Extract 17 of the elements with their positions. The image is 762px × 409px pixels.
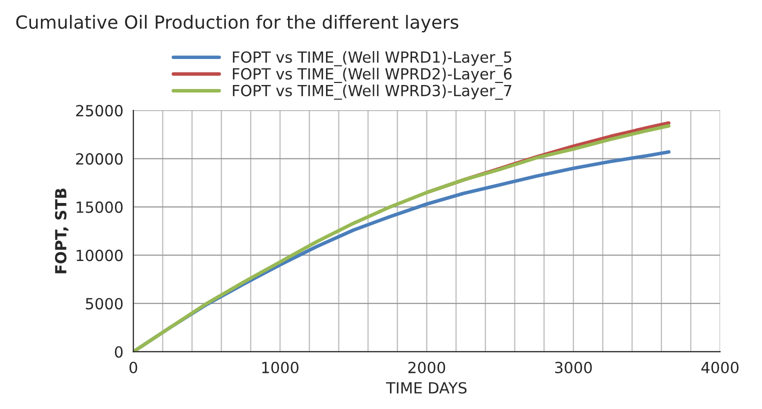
y-tick-label: 25000 <box>76 104 123 116</box>
legend-label: FOPT vs TIME_(Well WPRD3)-Layer_7 <box>232 84 512 100</box>
y-tick-label: 10000 <box>76 250 123 262</box>
x-tick-label: 0 <box>129 362 138 374</box>
y-tick-label: 5000 <box>86 298 123 310</box>
x-axis-title: TIME DAYS <box>386 382 467 394</box>
x-tick-label: 2000 <box>408 362 446 374</box>
x-tick-label: 1000 <box>262 362 298 374</box>
chart-title: Cumulative Oil Production for the different layers <box>16 14 458 32</box>
legend-label: FOPT vs TIME_(Well WPRD2)-Layer_6 <box>232 68 512 83</box>
x-tick-label: 3000 <box>555 362 592 374</box>
y-tick-label: 0 <box>114 346 123 358</box>
y-tick-label: 20000 <box>76 153 123 165</box>
y-axis-title: FOPT, STB <box>54 188 68 274</box>
x-tick-label: 4000 <box>701 362 739 374</box>
legend-label: FOPT vs TIME_(Well WPRD1)-Layer_5 <box>232 51 512 66</box>
y-tick-label: 15000 <box>76 201 123 213</box>
